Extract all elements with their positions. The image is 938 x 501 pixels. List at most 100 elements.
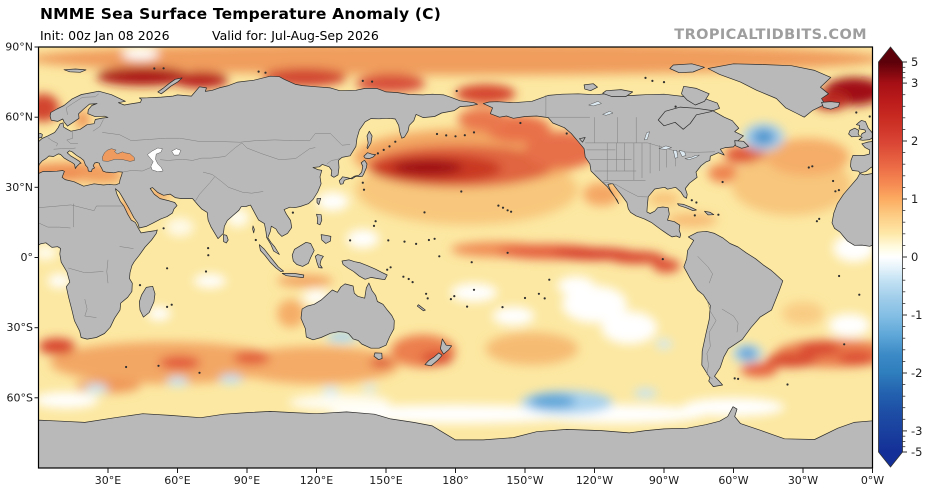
landmass-ireland (848, 127, 860, 138)
landmass-sri_lanka (223, 234, 229, 244)
lon-tick-label: 120°E (300, 474, 333, 487)
anomaly-blob-arg-red (765, 353, 817, 368)
anomaly-blob-wpac-white2 (346, 229, 379, 249)
anomaly-blob-sind-blue2 (167, 376, 188, 387)
landmass-japan_main (338, 160, 368, 185)
anomaly-blob-caribbean (666, 213, 718, 228)
colorbar-tick-label: 2 (911, 134, 918, 148)
landmass-w_africa_frag (831, 173, 873, 247)
anomaly-blob-med-east (77, 169, 125, 184)
colorbar-tick-label: -3 (911, 424, 922, 438)
colorbar-tick-label: -5 (911, 445, 922, 459)
landmass-nz_south (424, 352, 443, 367)
water-winnipeg (643, 131, 650, 141)
country-borders (38, 93, 739, 380)
anomaly-blob-santl-white (828, 313, 871, 337)
anomaly-blob-spac-blue1 (633, 388, 658, 398)
water-black_sea (101, 148, 135, 162)
landmass-ellesmere (669, 63, 705, 74)
landmass-baffin (681, 85, 710, 106)
anomaly-blob-spac-warm (485, 332, 579, 366)
anomaly-blob-sepac-white3 (557, 276, 595, 295)
anomaly-blob-satl-core1 (798, 342, 841, 356)
anomaly-blob-esiberian (355, 73, 426, 93)
landmass-south_america (683, 230, 784, 387)
landmass-uk_east (38, 133, 43, 139)
anomaly-blob-natl-mid (765, 138, 850, 176)
lat-tick-label: 90°N (5, 41, 33, 54)
colorbar-tick-label: 5 (911, 55, 918, 69)
anomaly-blob-seatl-white (47, 273, 71, 288)
landmass-java (281, 273, 305, 278)
landmass-andaman (252, 225, 255, 234)
anomaly-blob-soc-blue-core (529, 393, 576, 409)
landmass-uk_west_frag (855, 120, 873, 141)
lon-axis: 30°E 60°E 90°E 120°E 150°E 180° 150°W 120°W 90°W… (95, 468, 884, 487)
lon-tick-label: 30°W (788, 474, 818, 487)
anomaly-blob-cspac-white2 (492, 306, 535, 326)
landmass-hispaniola (704, 210, 715, 216)
landmass-luzon (316, 213, 323, 226)
lon-tick-label: 60°W (718, 474, 748, 487)
anomaly-blob-natl-blue-core (752, 128, 776, 146)
colorbar-tick-label: -2 (911, 366, 922, 380)
water-gl_huron (678, 150, 687, 157)
lat-tick-label: 60°N (5, 111, 33, 124)
anomaly-blob-barents-core (96, 66, 190, 86)
anomaly-blob-eq-east (608, 251, 664, 264)
anomaly-blob-kuroshio-core (392, 160, 463, 175)
lon-tick-label: 0°W (861, 474, 884, 487)
landmass-greenland (707, 63, 832, 118)
landmass-australia (300, 282, 395, 349)
anomaly-blob-sepac-white2 (601, 311, 658, 345)
water-gl_superior (658, 145, 673, 150)
colorbar-tick-label: 1 (911, 192, 918, 206)
anomaly-blob-sind-blue4 (322, 386, 339, 395)
lat-axis: 90°N 60°N 30°N 0° 30°S 60°S (5, 41, 39, 404)
landmass-vancouver_i (579, 137, 586, 143)
colorbar-tick-label: 3 (911, 76, 918, 90)
landmass-taiwan (316, 197, 322, 205)
world-map (38, 47, 873, 468)
anomaly-blob-ind-white2 (147, 306, 171, 321)
anomaly-blob-spac-blue2 (655, 339, 673, 349)
landmass-borneo (291, 241, 315, 267)
lat-tick-label: 30°N (5, 181, 33, 194)
colorbar-gradient-bar (878, 62, 903, 452)
colorbar-bottom-arrow (878, 452, 903, 467)
lon-tick-label: 60°E (164, 474, 190, 487)
anomaly-blob-brazil-ne (782, 301, 824, 326)
water-gl_erie_ont (684, 154, 700, 160)
anomaly-blob-sind-core1 (38, 338, 76, 355)
anomaly-blob-indo-java (277, 275, 333, 287)
landmass-tasmania (373, 352, 383, 361)
landmass-cuba (677, 203, 697, 212)
continents (38, 63, 873, 468)
anomaly-blob-sind-blue1 (84, 383, 108, 394)
anomaly-blob-arg-red2 (740, 362, 778, 377)
init-time-label: Init: 00z Jan 08 2026 (40, 28, 170, 43)
anomaly-blob-wpac-white1 (316, 192, 349, 211)
water-gt_slave (601, 111, 614, 116)
lat-tick-label: 60°S (7, 391, 33, 404)
landmass-iberia_france_frag (850, 141, 873, 174)
anomaly-blob-soc-orange (75, 379, 141, 394)
anomaly-blob-arg-blue-core (738, 347, 757, 359)
landmass-svalbard (63, 68, 87, 73)
lat-tick-label: 30°S (7, 321, 33, 334)
small-islands (125, 67, 871, 386)
anomaly-blob-arab-white (165, 217, 194, 237)
anomaly-blob-soc-white4 (288, 394, 391, 411)
anomaly-blob-sind-band2 (233, 346, 400, 384)
landmass-afro_eurasia (38, 75, 478, 340)
anomaly-blob-guinea-white (38, 245, 58, 260)
colorbar-tick-label: 0 (911, 250, 918, 264)
anomaly-blob-kara-core (172, 71, 229, 88)
anomaly-blob-arctic-band (38, 47, 873, 76)
water-caspian (147, 147, 164, 172)
anomaly-blob-gulf-mexico (647, 192, 681, 206)
anomaly-blob-sind-core2 (158, 355, 201, 370)
landmass-new_guinea (341, 259, 388, 281)
